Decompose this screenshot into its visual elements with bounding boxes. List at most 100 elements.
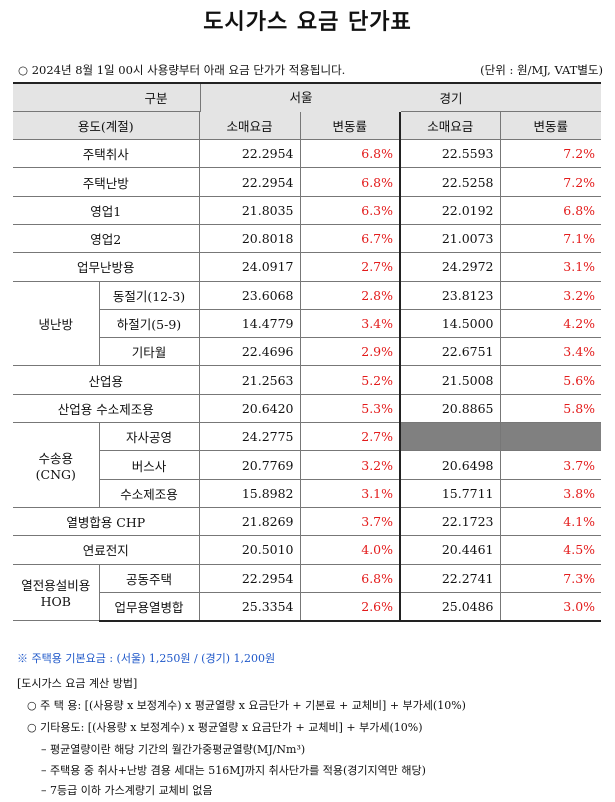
gyeonggi-price: 25.0486 bbox=[399, 591, 501, 622]
seoul-price: 20.7769 bbox=[198, 450, 301, 480]
gyeonggi-change: 3.1% bbox=[499, 252, 602, 282]
seoul-price: 23.6068 bbox=[198, 280, 301, 310]
gyeonggi-price: 14.5000 bbox=[399, 308, 501, 339]
usage-header: 용도(계절) bbox=[13, 110, 200, 141]
seoul-change: 3.2% bbox=[299, 450, 401, 480]
gyeonggi-price: 23.8123 bbox=[399, 280, 501, 310]
gyeonggi-price: 20.4461 bbox=[399, 535, 501, 565]
usage-label: 하절기(5-9) bbox=[99, 308, 200, 339]
seoul-change: 5.2% bbox=[299, 365, 401, 395]
rate-table: 구분 경기 용도(계절) 소매요금 변동률 소매요금 변동률 주택취사 22.2… bbox=[13, 81, 602, 622]
gyeonggi-price: 22.5258 bbox=[399, 167, 501, 197]
gyeonggi-price: 15.7711 bbox=[399, 478, 501, 508]
transport-group-line2: (CNG) bbox=[35, 467, 76, 482]
gyeonggi-change: 7.3% bbox=[499, 563, 602, 593]
gyeonggi-change: 7.1% bbox=[499, 223, 602, 254]
gyeonggi-change-header: 변동률 bbox=[499, 110, 602, 141]
gyeonggi-change: 5.8% bbox=[499, 393, 602, 424]
seoul-price: 22.2954 bbox=[198, 563, 301, 593]
usage-label: 산업용 수소제조용 bbox=[13, 393, 200, 424]
unit-label: (단위 : 원/MJ, VAT별도) bbox=[480, 63, 603, 77]
transport-group-label: 수송용 (CNG) bbox=[13, 422, 100, 508]
table-row: 수소제조용 15.8982 3.1% 15.7711 3.8% bbox=[13, 478, 602, 508]
hob-group-line2: HOB bbox=[40, 594, 71, 610]
usage-label: 버스사 bbox=[99, 450, 200, 480]
table-row: 열병합용 CHP 21.8269 3.7% 22.1723 4.1% bbox=[13, 506, 602, 537]
gyeonggi-price: 24.2972 bbox=[399, 252, 501, 282]
table-row: 산업용 수소제조용 20.6420 5.3% 20.8865 5.8% bbox=[13, 393, 602, 424]
usage-label: 산업용 bbox=[13, 365, 200, 395]
seoul-change: 2.7% bbox=[299, 422, 401, 452]
usage-label: 기타월 bbox=[99, 337, 200, 367]
seoul-change: 3.7% bbox=[299, 506, 401, 537]
seoul-price: 22.2954 bbox=[198, 139, 301, 169]
gyeonggi-price: 22.2741 bbox=[399, 563, 501, 593]
seoul-change: 2.7% bbox=[299, 252, 401, 282]
table-row: 연료전지 20.5010 4.0% 20.4461 4.5% bbox=[13, 535, 602, 565]
table-row: 영업1 21.8035 6.3% 22.0192 6.8% bbox=[13, 195, 602, 225]
table-row: 하절기(5-9) 14.4779 3.4% 14.5000 4.2% bbox=[13, 308, 602, 339]
calculation-method-heading: [도시가스 요금 계산 방법] bbox=[17, 677, 138, 690]
seoul-price: 21.8035 bbox=[198, 195, 301, 225]
hob-group-line1: 열전용설비용 bbox=[21, 578, 91, 594]
gyeonggi-price: 22.6751 bbox=[399, 337, 501, 367]
seoul-price: 15.8982 bbox=[198, 478, 301, 508]
table-row: 기타월 22.4696 2.9% 22.6751 3.4% bbox=[13, 337, 602, 367]
seoul-change: 5.3% bbox=[299, 393, 401, 424]
seoul-change: 3.1% bbox=[299, 478, 401, 508]
other-use-formula: ○ 기타용도: [(사용량 x 보정계수) x 평균열량 x 요금단가 + 교체… bbox=[27, 721, 423, 734]
gyeonggi-change: 7.2% bbox=[499, 167, 602, 197]
gyeonggi-price: 20.8865 bbox=[399, 393, 501, 424]
gyeonggi-change: 3.2% bbox=[499, 280, 602, 310]
header-row-columns: 용도(계절) 소매요금 변동률 소매요금 변동률 bbox=[13, 110, 602, 141]
table-row: 수송용 (CNG) 자사공영 24.2775 2.7% bbox=[13, 422, 602, 508]
usage-label: 연료전지 bbox=[13, 535, 200, 565]
seoul-price: 24.2775 bbox=[198, 422, 301, 452]
table-row: 열전용설비용 HOB 공동주택 22.2954 6.8% 22.2741 7.3… bbox=[13, 563, 602, 622]
table-row: 냉난방 동절기(12-3) 23.6068 2.8% 23.8123 3.2% bbox=[13, 280, 602, 367]
usage-label: 주택취사 bbox=[13, 139, 200, 169]
seoul-change: 6.7% bbox=[299, 223, 401, 254]
gyeonggi-price-blank bbox=[399, 422, 501, 452]
gyeonggi-retail-header: 소매요금 bbox=[399, 110, 501, 141]
table-row: 주택취사 22.2954 6.8% 22.5593 7.2% bbox=[13, 139, 602, 169]
seoul-price: 20.8018 bbox=[198, 223, 301, 254]
usage-label: 수소제조용 bbox=[99, 478, 200, 508]
usage-label: 동절기(12-3) bbox=[98, 280, 200, 310]
gyeonggi-change: 5.6% bbox=[499, 365, 602, 395]
seoul-change: 3.4% bbox=[299, 308, 401, 339]
gyeonggi-change: 3.7% bbox=[499, 450, 602, 480]
seoul-price: 20.5010 bbox=[198, 535, 301, 565]
table-row: 업무난방용 24.0917 2.7% 24.2972 3.1% bbox=[13, 252, 602, 282]
gyeonggi-change-blank bbox=[499, 422, 602, 452]
gyeonggi-price: 21.0073 bbox=[399, 223, 501, 254]
seoul-change: 2.9% bbox=[299, 337, 401, 367]
seoul-retail-header: 소매요금 bbox=[198, 110, 301, 141]
gyeonggi-change: 3.8% bbox=[499, 478, 602, 508]
gyeonggi-change: 7.2% bbox=[499, 139, 602, 169]
method-note-meter: – 7등급 이하 가스계량기 교체비 없음 bbox=[41, 784, 213, 797]
seoul-change: 6.8% bbox=[299, 167, 401, 197]
gyeonggi-price: 21.5008 bbox=[399, 365, 501, 395]
usage-label: 영업2 bbox=[13, 223, 200, 254]
transport-group-line1: 수송용 bbox=[38, 451, 73, 466]
seoul-change: 4.0% bbox=[299, 535, 401, 565]
table-row: 버스사 20.7769 3.2% 20.6498 3.7% bbox=[13, 450, 602, 480]
gyeonggi-price: 20.6498 bbox=[399, 450, 501, 480]
gyeonggi-price: 22.5593 bbox=[399, 139, 501, 169]
hob-group-label: 열전용설비용 HOB bbox=[13, 563, 100, 622]
gyeonggi-change: 3.4% bbox=[499, 337, 602, 367]
seoul-price: 25.3354 bbox=[198, 591, 301, 622]
usage-label: 영업1 bbox=[13, 195, 200, 225]
base-fee-note: ※ 주택용 기본요금 : (서울) 1,250원 / (경기) 1,200원 bbox=[17, 652, 276, 665]
usage-label: 공동주택 bbox=[98, 563, 200, 593]
usage-label: 업무난방용 bbox=[13, 252, 200, 282]
seoul-header: 서울 bbox=[200, 84, 401, 112]
table-row: 산업용 21.2563 5.2% 21.5008 5.6% bbox=[13, 365, 602, 395]
seoul-price: 21.2563 bbox=[198, 365, 301, 395]
table-row: 주택난방 22.2954 6.8% 22.5258 7.2% bbox=[13, 167, 602, 197]
effective-date-notice: ○ 2024년 8월 1일 00시 사용량부터 아래 요금 단가가 적용됩니다. bbox=[18, 63, 346, 77]
gyeonggi-change: 4.5% bbox=[499, 535, 602, 565]
page-title: 도시가스 요금 단가표 bbox=[203, 10, 412, 35]
seoul-change: 6.8% bbox=[299, 139, 401, 169]
